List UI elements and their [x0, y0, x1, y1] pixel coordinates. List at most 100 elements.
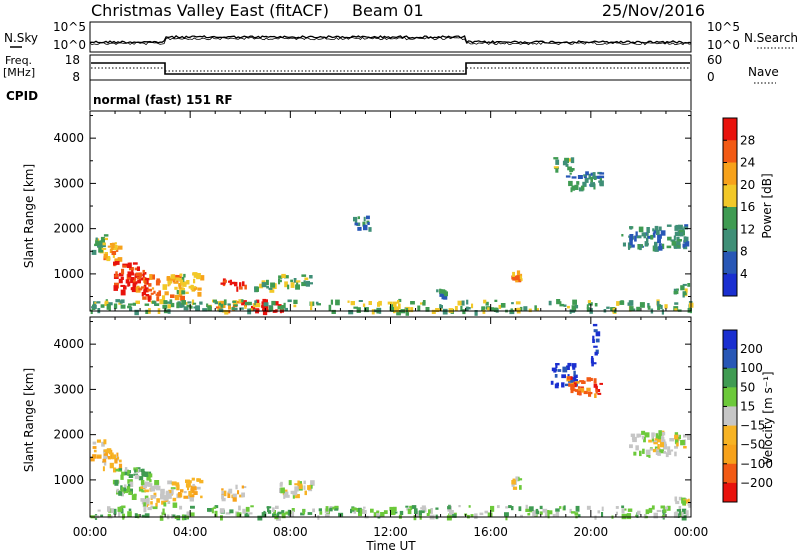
data-cell [196, 486, 201, 490]
data-cell [239, 282, 242, 288]
velocity-panel: 1000 2000 3000 4000 Slant Range [km] 200 100… [22, 316, 775, 521]
data-cell [182, 281, 187, 287]
data-cell [107, 302, 113, 306]
data-cell [358, 300, 363, 302]
data-cell [579, 380, 585, 383]
data-cell [619, 300, 625, 305]
data-cell [92, 454, 97, 459]
data-cell [497, 505, 500, 509]
colorbar-tick-label: 50 [740, 380, 755, 394]
noise-sky-trace [90, 35, 692, 44]
data-cell [572, 299, 577, 305]
data-cell [281, 305, 284, 310]
data-cell [500, 303, 506, 308]
data-cell [656, 509, 662, 512]
data-cell [129, 272, 135, 276]
data-cell [465, 306, 469, 312]
data-cell [161, 295, 166, 301]
data-cell [670, 449, 674, 452]
data-cell [97, 241, 101, 246]
data-cell [131, 268, 134, 273]
data-cell [354, 222, 359, 226]
data-cell [653, 512, 658, 519]
data-cell [149, 483, 153, 487]
data-cell [657, 234, 662, 239]
data-cell [302, 509, 306, 515]
data-cell [91, 249, 97, 255]
data-cell [186, 511, 190, 516]
frequency-panel: Freq. [MHz] 18 8 60 0 Nave [3, 53, 779, 84]
velocity-x-ticks [89, 317, 692, 517]
data-cell [94, 301, 97, 304]
data-cell [130, 287, 135, 291]
data-cell [144, 278, 149, 285]
colorbar-tick-label: −200 [740, 476, 773, 490]
data-cell [272, 507, 275, 512]
data-cell [295, 280, 301, 283]
data-cell [652, 228, 655, 232]
data-cell [281, 512, 286, 519]
data-cell [474, 310, 478, 316]
data-cell [587, 300, 591, 303]
data-cell [127, 511, 132, 517]
data-cell [639, 450, 642, 457]
velocity-y-axis: 1000 2000 3000 4000 [53, 321, 691, 504]
data-cell [657, 304, 661, 310]
data-cell [277, 304, 282, 307]
data-cell [417, 305, 420, 310]
data-cell [262, 309, 268, 316]
data-cell [389, 509, 395, 516]
colorbar-segment [723, 251, 737, 275]
data-cell [539, 511, 543, 515]
data-cell [548, 300, 552, 306]
data-cell [227, 303, 231, 306]
data-cell [574, 512, 579, 516]
data-cell [114, 245, 118, 251]
data-cell [106, 448, 112, 454]
data-cell [659, 434, 663, 439]
data-cell [107, 245, 112, 248]
data-cell [111, 242, 116, 249]
data-cell [383, 510, 388, 514]
data-cell [368, 301, 372, 305]
data-cell [590, 357, 594, 364]
data-cell [228, 304, 231, 310]
data-cell [236, 286, 239, 292]
data-cell [627, 508, 633, 512]
data-cell [528, 308, 532, 313]
data-cell [512, 271, 515, 277]
data-cell [150, 495, 156, 499]
data-cell [594, 351, 598, 356]
data-cell [629, 444, 633, 449]
data-cell [293, 299, 298, 304]
data-cell [292, 493, 295, 499]
data-cell [239, 286, 243, 290]
colorbar-segment [723, 118, 737, 141]
data-cell [593, 345, 598, 348]
data-cell [245, 506, 250, 512]
data-cell [171, 481, 177, 486]
data-cell [655, 433, 659, 439]
data-cell [316, 303, 321, 306]
data-cell [577, 386, 581, 389]
data-cell [398, 303, 401, 310]
data-cell [153, 290, 156, 294]
data-cell [555, 508, 560, 512]
data-cell [574, 304, 579, 309]
data-cell [542, 508, 548, 513]
data-cell [172, 514, 176, 518]
data-cell [127, 479, 132, 484]
data-cell [562, 160, 568, 166]
data-cell [653, 442, 658, 445]
data-cell [120, 474, 124, 480]
data-cell [219, 304, 223, 311]
data-cell [569, 376, 573, 380]
data-cell [220, 282, 226, 285]
data-cell [238, 299, 242, 303]
data-cell [624, 508, 627, 511]
data-cell [140, 498, 145, 502]
data-cell [145, 497, 150, 503]
data-cell [561, 374, 566, 379]
data-cell [405, 505, 409, 508]
data-cell [597, 510, 601, 514]
